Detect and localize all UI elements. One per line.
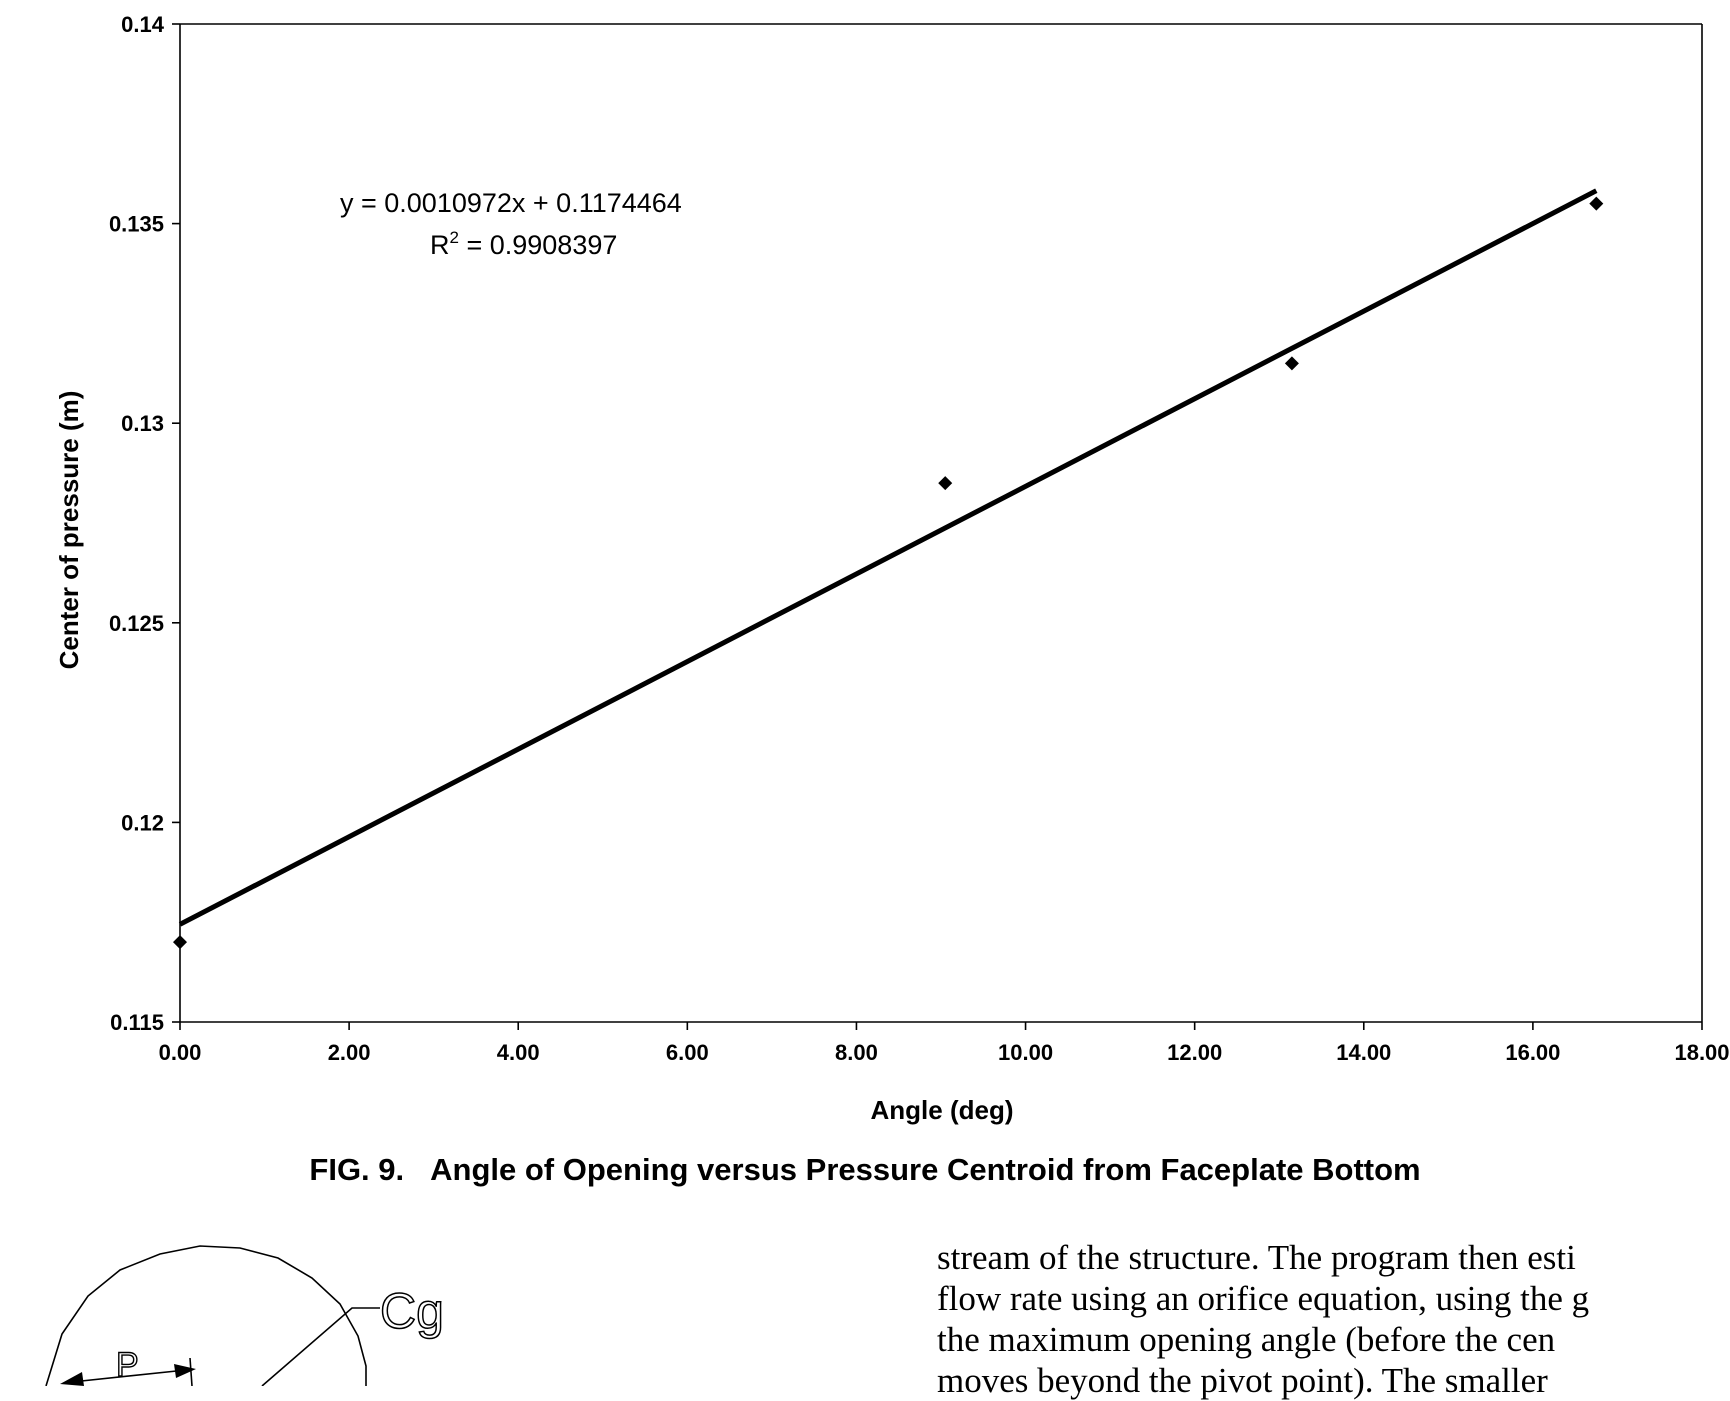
- x-tick-label: 4.00: [497, 1040, 540, 1065]
- axes-frame: [179, 23, 1703, 1023]
- x-tick-label: 8.00: [835, 1040, 878, 1065]
- x-axis-title: Angle (deg): [871, 1095, 1014, 1125]
- x-tick-label: 12.00: [1167, 1040, 1222, 1065]
- data-point: [1589, 196, 1604, 211]
- faceplate-sketch: Cg P: [45, 1245, 445, 1386]
- x-tick-label: 0.00: [159, 1040, 202, 1065]
- regression-equation: y = 0.0010972x + 0.1174464: [340, 188, 682, 218]
- body-line: stream of the structure. The program the…: [937, 1238, 1576, 1277]
- r-squared-label: R2 = 0.9908397: [430, 228, 617, 260]
- cg-leader-line: [261, 1307, 380, 1386]
- faceplate-outline: [45, 1245, 367, 1386]
- body-line: moves beyond the pivot point). The small…: [937, 1361, 1548, 1400]
- y-axis-ticks: 0.115 0.12 0.125 0.13 0.135 0.14: [109, 12, 180, 1035]
- x-tick-label: 14.00: [1336, 1040, 1391, 1065]
- p-label: P: [116, 1346, 139, 1384]
- y-tick-label: 0.115: [110, 1010, 164, 1035]
- data-points: [173, 196, 1604, 950]
- data-point: [173, 935, 187, 950]
- body-line: flow rate using an orifice equation, usi…: [937, 1279, 1590, 1318]
- figure-caption: FIG. 9. Angle of Opening versus Pressure …: [0, 1152, 1730, 1188]
- y-tick-label: 0.12: [121, 810, 164, 835]
- data-point: [938, 476, 953, 491]
- figure-number: FIG. 9.: [309, 1152, 405, 1187]
- p-dimension-line: [71, 1369, 187, 1383]
- p-arrow-right: [174, 1364, 196, 1378]
- p-arrow-left: [60, 1372, 84, 1386]
- y-axis-title: Center of pressure (m): [54, 391, 84, 670]
- body-line: the maximum opening angle (before the ce…: [937, 1320, 1556, 1359]
- x-tick-label: 6.00: [666, 1040, 709, 1065]
- figure-title: Angle of Opening versus Pressure Centroi…: [430, 1152, 1421, 1187]
- x-tick-label: 10.00: [998, 1040, 1053, 1065]
- cg-label: Cg: [380, 1283, 444, 1339]
- y-tick-label: 0.13: [121, 411, 164, 436]
- chart: 0.115 0.12 0.125 0.13 0.135 0.14 0.00 2.00 4.00…: [54, 12, 1730, 1125]
- y-tick-label: 0.135: [109, 212, 164, 237]
- p-extension-line: [189, 1357, 193, 1386]
- y-tick-label: 0.14: [121, 12, 165, 37]
- trendline: [178, 188, 1598, 927]
- y-tick-label: 0.125: [109, 611, 164, 636]
- x-tick-label: 2.00: [328, 1040, 371, 1065]
- data-point: [1284, 356, 1299, 371]
- body-text: stream of the structure. The program the…: [937, 1237, 1730, 1401]
- x-tick-label: 16.00: [1505, 1040, 1560, 1065]
- x-axis-ticks: 0.00 2.00 4.00 6.00 8.00 10.00 12.00 14.00 16.00…: [159, 1022, 1730, 1065]
- x-tick-label: 18.00: [1674, 1040, 1729, 1065]
